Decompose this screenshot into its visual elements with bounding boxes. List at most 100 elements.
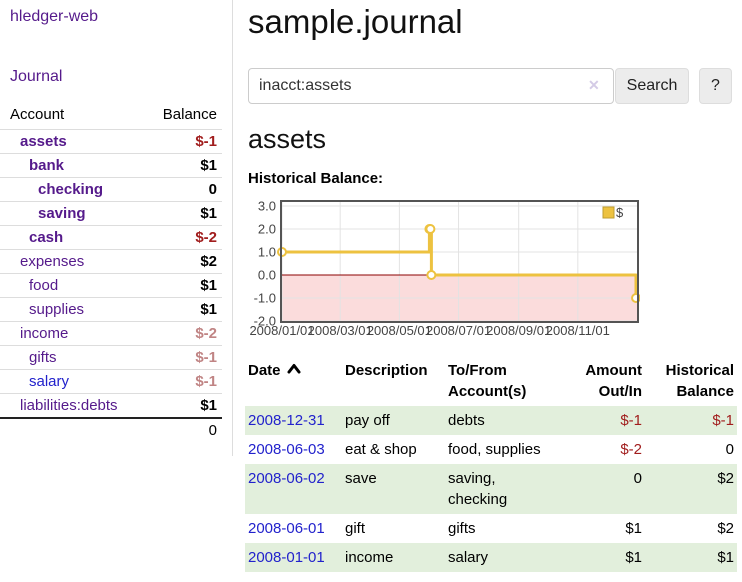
plot-border [280, 200, 639, 323]
account-balance: $-2 [147, 225, 222, 250]
account-row: liabilities:debts $1 [0, 393, 222, 418]
accounts-table-body: assets $-1 bank $1 checking 0 saving $1 cash $-2 e… [0, 129, 222, 418]
help-button[interactable]: ? [699, 68, 732, 104]
y-axis-tick-label: 3.0 [258, 199, 276, 214]
account-balance: 0 [147, 177, 222, 202]
legend-swatch [602, 206, 615, 219]
accounts-total-row: 0 [0, 417, 222, 442]
account-page-title: assets [248, 124, 327, 154]
accounts-column-account: Account [10, 106, 65, 123]
main-content: sample.journal ✕ Search ? assets Histori… [245, 0, 742, 582]
register-column-date[interactable]: Date [245, 360, 345, 406]
sidebar-account-link-supplies[interactable]: supplies [29, 301, 85, 318]
account-balance: $-2 [147, 321, 222, 346]
transaction-amount: 0 [633, 470, 642, 487]
search-bar: ✕ Search ? [248, 68, 742, 104]
sidebar-account-link-checking[interactable]: checking [38, 181, 104, 198]
sidebar-account-link-salary[interactable]: salary [29, 373, 70, 390]
transaction-description: eat & shop [345, 441, 417, 458]
y-axis-tick-label: 1.0 [258, 245, 276, 260]
account-row: expenses $2 [0, 249, 222, 274]
y-axis-tick-label: -1.0 [254, 291, 276, 306]
register-row: 2008-06-03 eat & shop food, supplies $-2 0 [245, 435, 737, 464]
transaction-balance: $2 [717, 470, 734, 487]
register-column-amount: Amount Out/In [585, 362, 642, 400]
account-balance: $-1 [147, 345, 222, 370]
transaction-accounts: food, supplies [448, 441, 541, 458]
account-row: bank $1 [0, 153, 222, 178]
y-axis-tick-label: 0.0 [258, 268, 276, 283]
x-axis-tick-label: 2008/05/01 [367, 323, 432, 338]
sidebar-account-link-food[interactable]: food [29, 277, 59, 294]
account-balance: $-1 [147, 369, 222, 394]
search-input[interactable] [248, 68, 614, 104]
transaction-accounts: salary [448, 549, 489, 566]
accounts-table: Account Balance assets $-1 bank $1 checking 0… [0, 102, 222, 442]
journal-file-title: sample.journal [248, 3, 463, 40]
data-point-marker [426, 270, 437, 280]
transaction-accounts: debts [448, 412, 485, 429]
account-balance: $1 [147, 153, 222, 178]
transaction-date-link[interactable]: 2008-06-01 [248, 520, 325, 537]
transaction-date-link[interactable]: 2008-06-03 [248, 441, 325, 458]
account-row: saving $1 [0, 201, 222, 226]
x-axis-tick-label: 2008/01/01 [249, 323, 314, 338]
transaction-balance: $-1 [712, 412, 734, 429]
sidebar: hledger-web Journal Account Balance asse… [0, 0, 233, 456]
account-balance: $-1 [147, 129, 222, 154]
register-column-description: Description [345, 362, 428, 379]
transaction-description: pay off [345, 412, 390, 429]
x-axis-tick-label: 2008/03/01 [308, 323, 373, 338]
account-row: cash $-2 [0, 225, 222, 250]
transaction-balance: 0 [725, 441, 734, 458]
clear-search-icon[interactable]: ✕ [588, 77, 600, 93]
transaction-description: income [345, 549, 394, 566]
account-balance: $1 [147, 297, 222, 322]
sidebar-account-link-expenses[interactable]: expenses [20, 253, 85, 270]
account-balance: $1 [147, 393, 222, 418]
register-row: 2008-12-31 pay off debts $-1 $-1 [245, 406, 737, 435]
register-table-body: 2008-12-31 pay off debts $-1 $-1 2008-06-03 ea… [245, 406, 737, 572]
search-button[interactable]: Search [615, 68, 689, 104]
app-title-link[interactable]: hledger-web [10, 8, 99, 25]
transaction-amount: $1 [625, 520, 642, 537]
sidebar-account-link-gifts[interactable]: gifts [29, 349, 57, 366]
account-row: assets $-1 [0, 129, 222, 154]
sidebar-item-journal[interactable]: Journal [10, 68, 63, 85]
sidebar-account-link-saving[interactable]: saving [38, 205, 86, 222]
historical-balance-label: Historical Balance: [248, 170, 384, 187]
transaction-description: save [345, 470, 377, 487]
y-axis-tick-label: -2.0 [254, 314, 276, 329]
transaction-accounts: saving, checking [448, 470, 508, 508]
legend-label: $ [616, 205, 624, 220]
accounts-header-row: Account Balance [0, 102, 222, 130]
historical-balance-chart: 3.0 2.0 1.0 0.0 -1.0 -2.02008/01/012008/03/01… [249, 199, 642, 338]
sidebar-account-link-assets[interactable]: assets [20, 133, 67, 150]
register-row: 2008-06-01 gift gifts $1 $2 [245, 514, 737, 543]
accounts-total-label-cell [0, 417, 148, 442]
transaction-amount: $-1 [620, 412, 642, 429]
transaction-balance: $1 [717, 549, 734, 566]
account-row: income $-2 [0, 321, 222, 346]
transaction-amount: $1 [625, 549, 642, 566]
transaction-balance: $2 [717, 520, 734, 537]
x-axis-tick-label: 2008/11/01 [546, 323, 610, 338]
sidebar-account-link-income[interactable]: income [20, 325, 69, 342]
chart-container: 3.0 2.0 1.0 0.0 -1.0 -2.0 2008/01/01 2008/03/01… [248, 198, 642, 345]
register-row: 2008-01-01 income salary $1 $1 [245, 543, 737, 572]
register-row: 2008-06-02 save saving, checking 0 $2 [245, 464, 737, 514]
account-balance: $2 [147, 249, 222, 274]
transaction-date-link[interactable]: 2008-01-01 [248, 549, 325, 566]
sort-ascending-icon [287, 364, 301, 374]
account-balance: $1 [147, 201, 222, 226]
accounts-total-balance: 0 [147, 417, 222, 442]
sidebar-account-link-liabilities-debts[interactable]: liabilities:debts [20, 397, 118, 414]
transaction-description: gift [345, 520, 366, 537]
sidebar-account-link-cash[interactable]: cash [29, 229, 64, 246]
register-header-row: Date Description To/From Account(s) Amou… [245, 360, 737, 406]
account-row: food $1 [0, 273, 222, 298]
accounts-column-balance: Balance [162, 106, 217, 123]
sidebar-account-link-bank[interactable]: bank [29, 157, 65, 174]
transaction-date-link[interactable]: 2008-12-31 [248, 412, 325, 429]
transaction-date-link[interactable]: 2008-06-02 [248, 470, 325, 487]
